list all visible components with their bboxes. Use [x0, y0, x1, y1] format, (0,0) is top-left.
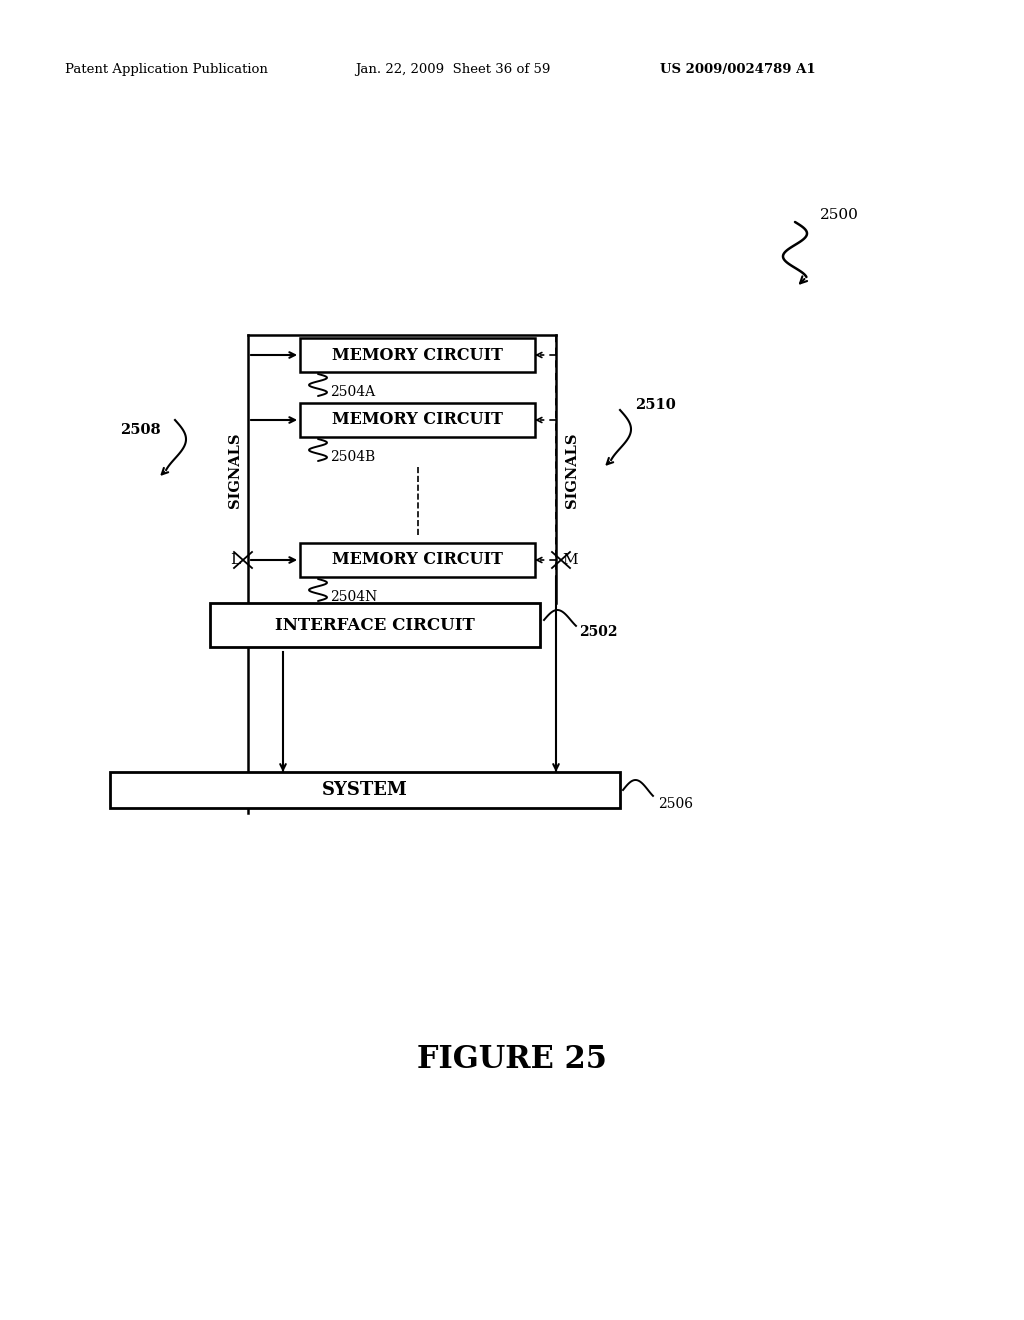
Text: 2504A: 2504A: [330, 385, 375, 399]
Text: SIGNALS: SIGNALS: [565, 432, 579, 508]
Text: 2508: 2508: [120, 422, 161, 437]
Text: M: M: [562, 553, 578, 568]
Text: 2510: 2510: [635, 399, 676, 412]
Text: Jan. 22, 2009  Sheet 36 of 59: Jan. 22, 2009 Sheet 36 of 59: [355, 63, 550, 77]
Text: MEMORY CIRCUIT: MEMORY CIRCUIT: [332, 412, 503, 429]
Bar: [210, 603, 540, 647]
Bar: [300, 543, 535, 577]
Text: 2504B: 2504B: [330, 450, 375, 465]
Text: SIGNALS: SIGNALS: [228, 432, 242, 508]
Text: 2500: 2500: [820, 209, 859, 222]
Text: INTERFACE CIRCUIT: INTERFACE CIRCUIT: [275, 616, 475, 634]
Text: SYSTEM: SYSTEM: [323, 781, 408, 799]
Text: FIGURE 25: FIGURE 25: [417, 1044, 607, 1076]
Text: 2506: 2506: [658, 797, 693, 810]
Text: MEMORY CIRCUIT: MEMORY CIRCUIT: [332, 552, 503, 569]
Text: Patent Application Publication: Patent Application Publication: [65, 63, 268, 77]
Text: 2504N: 2504N: [330, 590, 377, 605]
Bar: [300, 403, 535, 437]
Text: 2502: 2502: [579, 624, 617, 639]
Bar: [110, 772, 620, 808]
Bar: [300, 338, 535, 372]
Text: L: L: [229, 553, 240, 568]
Text: MEMORY CIRCUIT: MEMORY CIRCUIT: [332, 346, 503, 363]
Text: US 2009/0024789 A1: US 2009/0024789 A1: [660, 63, 816, 77]
